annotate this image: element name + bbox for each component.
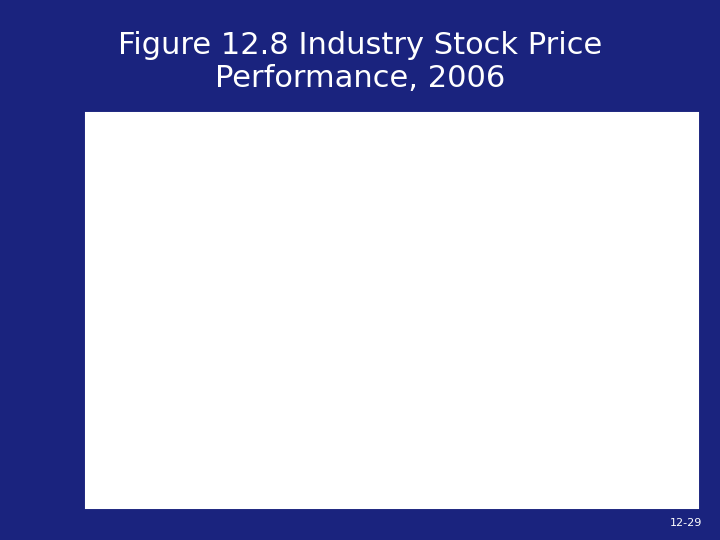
Bar	[350, 403, 454, 412]
Text: 26.0: 26.0	[477, 431, 496, 440]
Text: 16.8: 16.8	[433, 334, 451, 343]
Text: 9.3: 9.3	[397, 224, 410, 232]
Text: -1.5: -1.5	[325, 195, 341, 205]
Text: -1.6: -1.6	[324, 182, 341, 191]
Text: 18.4: 18.4	[441, 375, 459, 384]
Bar	[350, 389, 451, 399]
Text: 13.4: 13.4	[416, 306, 435, 315]
Text: -4.1: -4.1	[312, 168, 328, 177]
Text: 15.9: 15.9	[428, 320, 447, 329]
Bar	[350, 417, 464, 426]
Bar	[350, 306, 415, 315]
Text: -20.7: -20.7	[227, 126, 248, 136]
Text: 11.1: 11.1	[405, 251, 424, 260]
FancyBboxPatch shape	[90, 116, 202, 155]
Text: 12.5: 12.5	[412, 293, 431, 301]
Bar	[350, 237, 402, 246]
Bar	[350, 362, 436, 370]
Text: Performance, 2006: Performance, 2006	[215, 64, 505, 93]
Text: 61.7: 61.7	[649, 458, 668, 468]
Bar	[343, 195, 350, 205]
Bar	[350, 279, 405, 288]
Text: 11.3: 11.3	[406, 279, 425, 288]
Text: 5.4: 5.4	[378, 140, 391, 150]
Text: 12-29: 12-29	[670, 518, 702, 528]
Text: 21.7: 21.7	[456, 403, 475, 412]
Bar	[350, 334, 431, 343]
Text: 23.6: 23.6	[466, 417, 485, 426]
Bar	[350, 431, 475, 440]
Text: Source: The Wall Street
Journal, January 2, 2007.: Source: The Wall Street Journal, January…	[99, 229, 202, 248]
Text: 17.2: 17.2	[435, 348, 454, 357]
Text: -4.3: -4.3	[311, 154, 328, 163]
Text: Figure 12.8 Industry Stock Price: Figure 12.8 Industry Stock Price	[118, 31, 602, 60]
Bar	[350, 293, 410, 301]
Bar	[350, 320, 427, 329]
Text: Industry stock price
performance, 2006: Industry stock price performance, 2006	[99, 171, 189, 190]
Bar	[350, 265, 404, 274]
Bar	[350, 140, 376, 150]
Text: FIGURE 12.8: FIGURE 12.8	[99, 128, 171, 138]
X-axis label: Rate of return (%): Rate of return (%)	[396, 495, 497, 504]
Bar	[342, 182, 350, 191]
Bar	[350, 210, 354, 219]
Text: 10.7: 10.7	[403, 237, 422, 246]
Bar	[350, 224, 395, 232]
Bar	[250, 126, 350, 136]
Bar	[350, 458, 647, 468]
Text: 11.2: 11.2	[406, 265, 424, 274]
Bar	[350, 375, 438, 384]
Bar	[350, 348, 433, 357]
Bar	[350, 251, 403, 260]
Text: 0.7: 0.7	[355, 210, 369, 219]
Bar	[350, 444, 481, 454]
Text: 27.1: 27.1	[482, 444, 501, 454]
Bar	[329, 154, 350, 163]
Text: 21.1: 21.1	[454, 389, 472, 399]
Bar	[330, 168, 350, 177]
Text: 17.7: 17.7	[437, 362, 456, 370]
